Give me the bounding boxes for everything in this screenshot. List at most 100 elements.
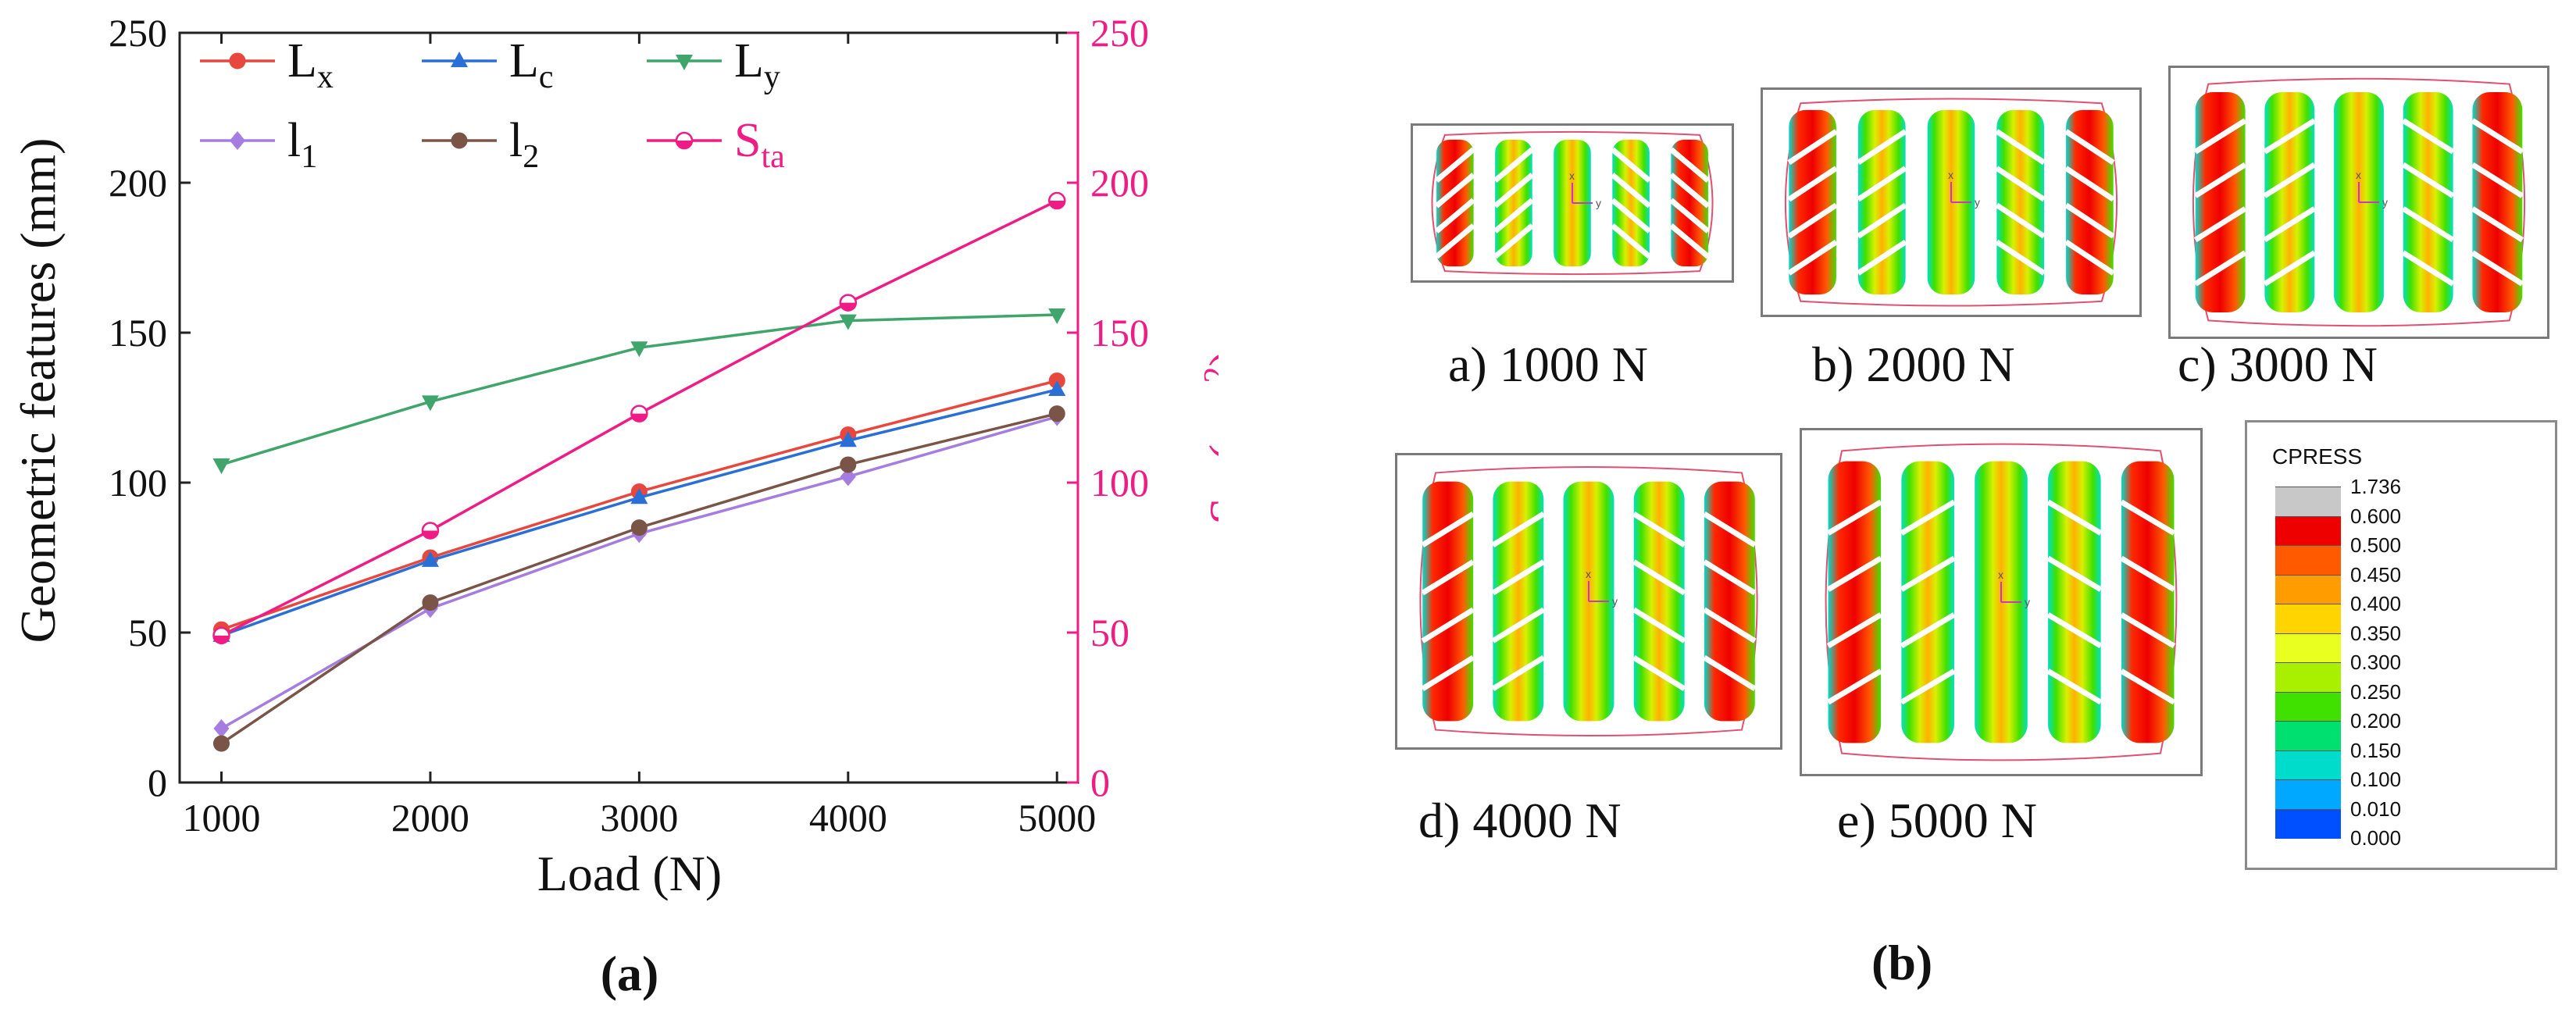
- legend-item-Sta: Sta: [647, 114, 785, 175]
- y-tick-label-left: 100: [109, 461, 167, 504]
- sipe-groove: [2401, 118, 2455, 155]
- colorbar-swatch: [2275, 721, 2341, 751]
- sipe-groove: [1632, 512, 1686, 547]
- sipe-groove: [1632, 559, 1686, 596]
- sipe-groove: [2471, 250, 2524, 287]
- axis-y-label: y: [1975, 196, 1980, 209]
- colorbar-swatch: [2275, 808, 2341, 839]
- sipe-groove: [2046, 612, 2103, 649]
- sipe-groove: [1491, 512, 1546, 547]
- sipe-groove: [2263, 250, 2317, 287]
- chart-axes: [178, 31, 1079, 784]
- series-Sta: [212, 191, 1066, 645]
- x-tick-label: 5000: [1018, 796, 1096, 840]
- sipe-groove: [1900, 555, 1956, 592]
- colorbar-label: 0.000: [2350, 826, 2402, 850]
- legend-label: Ly: [734, 34, 780, 95]
- tread-rib: [1704, 481, 1755, 722]
- sipe-groove: [1611, 147, 1652, 183]
- sipe-groove: [1857, 239, 1907, 276]
- colorbar-label: 0.350: [2350, 621, 2402, 645]
- y-tick-label-left: 0: [148, 761, 167, 804]
- sipe-groove: [2064, 239, 2115, 276]
- y-tick-label-right: 150: [1090, 311, 1149, 355]
- sipe-groove: [1826, 612, 1882, 649]
- sipe-groove: [2193, 206, 2247, 243]
- x-tick-label: 3000: [600, 796, 678, 840]
- colorbar-swatch: [2275, 779, 2341, 810]
- panel-b-label: (b): [1871, 934, 1932, 992]
- axis-y-label: y: [2025, 596, 2030, 608]
- sipe-groove: [1493, 198, 1534, 234]
- series-l1: [213, 407, 1065, 738]
- panel-a-label-text: (a): [601, 946, 659, 1001]
- colorbar-label: 0.200: [2350, 709, 2402, 733]
- sipe-groove: [1632, 607, 1686, 643]
- colorbar-swatch: [2275, 545, 2341, 576]
- axis-y-label: y: [1612, 595, 1618, 608]
- sipe-groove: [1826, 668, 1882, 705]
- sipe-groove: [1421, 559, 1475, 596]
- y-axis-left-label: Geometric features (mm): [10, 138, 66, 643]
- colorbar-label: 0.300: [2350, 651, 2402, 674]
- colorbar-label: 0.400: [2350, 592, 2402, 615]
- sipe-groove: [2120, 499, 2176, 536]
- sipe-groove: [2120, 555, 2176, 592]
- chart-ticks: 1000 2000 3000 4000 500005010015020025005010…: [109, 11, 1149, 840]
- sipe-groove: [2064, 202, 2115, 239]
- x-axis-label: Load (N): [537, 846, 722, 901]
- colorbar-label: 0.100: [2350, 768, 2402, 791]
- chart-legend: Lx Lc Ly l1 l2 Sta: [200, 34, 785, 175]
- y-tick-label-right: 250: [1090, 11, 1149, 55]
- axis-y-label: y: [1596, 197, 1601, 209]
- tread-rib: [2048, 461, 2101, 743]
- chart-panel-a: 1000 2000 3000 4000 500005010015020025005010…: [10, 11, 1218, 1001]
- y-tick-label-right: 0: [1090, 761, 1110, 804]
- y-tick-label-right: 100: [1090, 461, 1149, 504]
- sipe-groove: [1857, 129, 1907, 166]
- data-point: [422, 594, 439, 611]
- data-point: [630, 488, 648, 504]
- data-point: [229, 52, 246, 70]
- colorbar-label: 0.450: [2350, 562, 2402, 586]
- colorbar-swatch: [2275, 662, 2341, 693]
- footprint-image: xy: [2192, 77, 2526, 327]
- colorbar-swatch: [2275, 750, 2341, 780]
- sipe-groove: [1703, 512, 1757, 547]
- sipe-groove: [1434, 173, 1475, 209]
- colorbar-swatch: [2275, 691, 2341, 722]
- sipe-groove: [1787, 202, 1838, 239]
- axis-y-label: y: [2382, 196, 2388, 209]
- colorbar-swatch: [2275, 604, 2341, 634]
- y-tick-label-left: 150: [109, 311, 167, 355]
- colorbar-label: 0.150: [2350, 738, 2402, 762]
- sipe-groove: [2193, 118, 2247, 155]
- sipe-groove: [1787, 239, 1838, 276]
- data-point: [212, 735, 230, 752]
- legend-item-Lc: Lc: [422, 34, 554, 95]
- colorbar-label: 0.600: [2350, 504, 2402, 528]
- sipe-groove: [1611, 223, 1652, 259]
- footprint-caption-5000: e) 5000 N: [1837, 793, 2037, 848]
- colorbar-swatch: [2275, 574, 2341, 604]
- series-line: [220, 313, 1058, 466]
- tread-rib: [1422, 481, 1474, 722]
- sipe-groove: [1787, 166, 1838, 202]
- sipe-groove: [1995, 239, 2046, 276]
- data-point: [1048, 405, 1065, 422]
- sipe-groove: [1632, 655, 1686, 691]
- sipe-groove: [1857, 202, 1907, 239]
- data-point: [630, 341, 648, 358]
- sipe-groove: [1491, 559, 1546, 596]
- legend-label: l1: [287, 114, 317, 175]
- colorbar-swatch: [2275, 515, 2341, 546]
- sipe-groove: [1421, 655, 1475, 691]
- footprint-image: xy: [1825, 443, 2178, 761]
- colorbar-label: 0.250: [2350, 679, 2402, 704]
- y-right-label-main: S: [1199, 497, 1218, 525]
- legend-label: Lc: [509, 34, 554, 95]
- sipe-groove: [1493, 147, 1534, 183]
- axis-x-label: x: [1948, 169, 1953, 181]
